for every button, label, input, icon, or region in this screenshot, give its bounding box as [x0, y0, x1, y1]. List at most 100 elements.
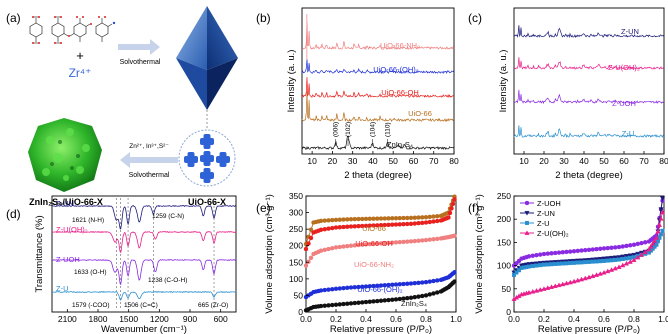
isotherm-point: [450, 201, 456, 207]
isotherm-point: [393, 222, 399, 227]
series-label: Z-U: [622, 129, 635, 138]
isotherm-point: [658, 216, 664, 221]
isotherm-point: [655, 228, 661, 234]
x-tick-label: 80: [659, 156, 668, 166]
isotherm-point: [322, 303, 327, 308]
series-label: UiO-66-OH: [355, 239, 393, 248]
isotherm-point: [393, 216, 399, 221]
isotherm-point: [308, 235, 314, 241]
isotherm-point: [541, 286, 547, 291]
x-tick-label: 30: [348, 156, 358, 166]
isotherm-point: [639, 240, 644, 246]
y-tick-label: 200: [497, 214, 511, 224]
isotherm-point: [306, 241, 311, 246]
isotherm-point: [435, 218, 440, 224]
isotherm-point: [533, 288, 540, 293]
isotherm-point: [524, 230, 530, 236]
series-label: Z-UOH: [612, 99, 636, 108]
isotherm-point: [616, 244, 622, 250]
isotherm-point: [337, 286, 342, 291]
panel-c-ylabel: Intensity (a. u.): [498, 50, 509, 113]
isotherm-point: [620, 262, 626, 268]
isotherm-point: [382, 298, 387, 303]
panel-label-f: (f): [468, 201, 479, 215]
panel-f-series: [511, 196, 666, 302]
reagents-label: Zn²⁺, In³⁺,S²⁻: [129, 143, 169, 150]
isotherm-point: [654, 242, 659, 247]
isotherm-point: [659, 196, 666, 201]
isotherm-point: [318, 227, 324, 233]
panel-b-x-ticks: 10 20 30 40 50 60 70 80: [307, 151, 459, 166]
isotherm-point: [598, 259, 603, 264]
isotherm-point: [337, 244, 342, 250]
isotherm-point: [408, 215, 414, 221]
isotherm-point: [341, 224, 346, 230]
isotherm-point: [608, 255, 615, 261]
x-tick-label: 0.4: [568, 314, 580, 324]
isotherm-point: [613, 257, 618, 262]
isotherm-point: [318, 288, 324, 293]
isotherm-point: [587, 259, 592, 264]
isotherm-point: [548, 284, 555, 289]
isotherm-point: [405, 281, 410, 286]
x-tick-label: 2100: [58, 314, 77, 324]
series-label: Z-UN: [56, 199, 74, 208]
isotherm-point: [526, 289, 532, 295]
isotherm-point: [405, 215, 410, 221]
isotherm-point: [420, 215, 425, 220]
isotherm-point: [605, 256, 611, 261]
isotherm-point: [423, 237, 429, 243]
xrd-trace: [513, 125, 665, 139]
isotherm-point: [322, 247, 327, 253]
isotherm-point: [624, 256, 629, 261]
x-tick-label: 0.0: [300, 314, 312, 324]
panel-e-series-labels: UiO-66 UiO-66-OH UiO-66-NH₂ UiO-66-(OH)₂ ZnI…: [354, 224, 427, 308]
isotherm-point: [564, 261, 569, 266]
isotherm-point: [333, 286, 339, 291]
series-label: UiO-66: [362, 224, 386, 233]
isotherm-point: [572, 260, 577, 265]
x-tick-label: 30: [559, 156, 569, 166]
isotherm-point: [333, 225, 339, 230]
isotherm-point: [352, 224, 357, 229]
isotherm-point: [590, 273, 596, 279]
x-tick-label: 900: [183, 314, 197, 324]
isotherm-point: [608, 267, 615, 272]
isotherm-point: [322, 227, 327, 232]
x-tick-label: 80: [449, 156, 459, 166]
band-annotation: 1259 (C-N): [152, 213, 184, 220]
isotherm-point: [659, 209, 666, 215]
isotherm-point: [594, 259, 599, 264]
isotherm-point: [646, 246, 652, 252]
series-label: UiO-66-NH₂: [354, 260, 394, 269]
panel-c-frame: [513, 7, 665, 155]
isotherm-point: [575, 248, 580, 254]
panel-d-xlabel: Wavenumber (cm⁻¹): [101, 324, 187, 334]
panel-b: (b) 10 20 30 40 50 60 70 80 UiO-66-NH₂ UiO-66-(O…: [256, 7, 459, 181]
isotherm-point: [431, 214, 436, 219]
isotherm-point: [623, 260, 630, 266]
isotherm-point: [337, 302, 342, 307]
isotherm-point: [427, 219, 432, 225]
y-tick-label: 50: [502, 284, 512, 294]
linker-molecules: [29, 16, 116, 44]
xrd-trace: [513, 89, 664, 105]
x-tick-label: 1200: [150, 314, 169, 324]
isotherm-point: [412, 238, 417, 244]
panel-e-ylabel: Volume adsorption (cm³ g⁻¹): [264, 194, 275, 314]
isotherm-point: [367, 216, 372, 221]
isotherm-point: [447, 210, 453, 216]
isotherm-point: [360, 216, 365, 222]
isotherm-point: [541, 251, 547, 257]
isotherm-point: [308, 255, 314, 261]
xrd-trace: [301, 77, 455, 99]
legend-label: Z-U(OH)₂: [537, 229, 569, 238]
panel-d-ylabel: Transmittance (%): [34, 215, 45, 292]
isotherm-point: [597, 256, 603, 262]
isotherm-point: [620, 254, 626, 260]
isotherm-point: [341, 217, 346, 222]
isotherm-point: [337, 225, 342, 230]
band-annotation: 665 (Zr-O): [198, 302, 228, 309]
y-tick-label: 100: [497, 261, 511, 271]
isotherm-point: [356, 216, 361, 222]
